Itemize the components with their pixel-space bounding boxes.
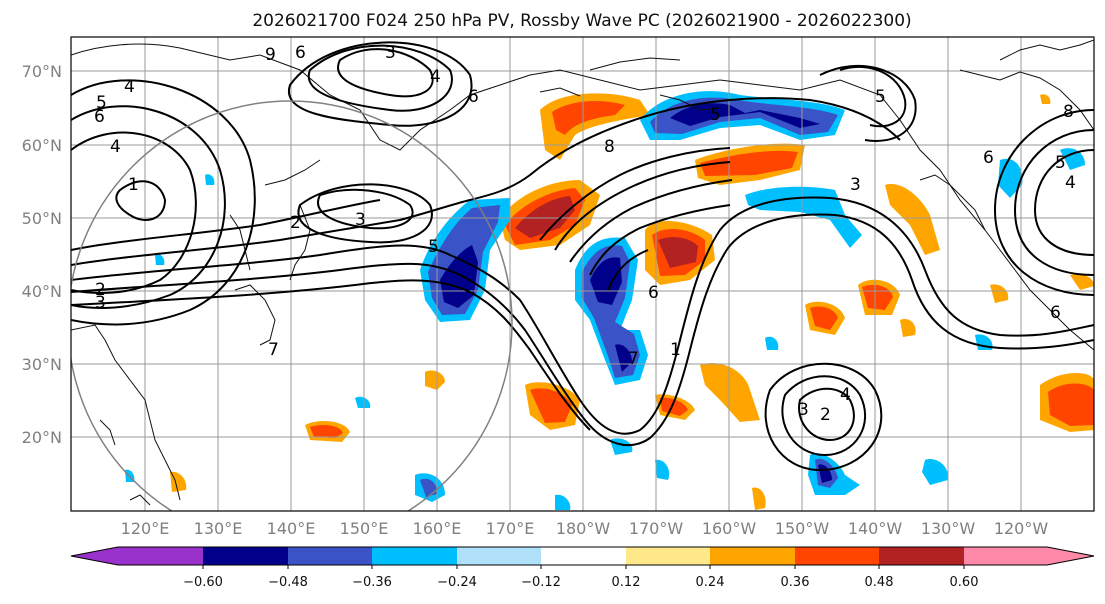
lon-label: 180°W bbox=[556, 519, 611, 538]
contour-label: 4 bbox=[124, 77, 135, 97]
contour-label: 3 bbox=[95, 293, 106, 313]
colorbar-tick-label: −0.60 bbox=[183, 575, 223, 590]
map-frame bbox=[70, 36, 1095, 512]
colorbar-tick-label: −0.12 bbox=[521, 575, 561, 590]
colorbar-tick-label: 0.24 bbox=[696, 575, 725, 590]
colorbar-segment bbox=[626, 547, 710, 565]
plot-title: 2026021700 F024 250 hPa PV, Rossby Wave … bbox=[252, 11, 911, 31]
contour-label: 7 bbox=[628, 349, 639, 369]
colorbar-segment bbox=[710, 547, 795, 565]
contour-label: 6 bbox=[983, 148, 994, 168]
colorbar-extend-low bbox=[71, 547, 118, 565]
lon-label: 130°E bbox=[194, 519, 243, 538]
contour-label: 6 bbox=[648, 283, 659, 303]
contour-label: 7 bbox=[268, 340, 279, 360]
contour-label: 3 bbox=[355, 210, 366, 230]
lon-label: 130°W bbox=[921, 519, 976, 538]
contour-label: 2 bbox=[290, 213, 301, 233]
lon-label: 160°E bbox=[413, 519, 462, 538]
lon-label: 150°E bbox=[340, 519, 389, 538]
contour-label: 4 bbox=[430, 67, 441, 87]
contour-label: 4 bbox=[1065, 173, 1076, 193]
lon-label: 160°W bbox=[702, 519, 757, 538]
colorbar-tick-label: −0.24 bbox=[437, 575, 477, 590]
pv-contours bbox=[71, 41, 1094, 472]
contour-label: 3 bbox=[798, 400, 809, 420]
contour-label: 3 bbox=[385, 43, 396, 63]
lon-label: 140°W bbox=[848, 519, 903, 538]
colorbar-segment bbox=[795, 547, 879, 565]
contour-label: 1 bbox=[670, 340, 681, 360]
longitude-labels: 120°E 130°E 140°E 150°E 160°E 170°E 180°… bbox=[121, 519, 1049, 538]
contour-label: 5 bbox=[710, 105, 721, 125]
colorbar-segment bbox=[964, 547, 1047, 565]
lat-label: 30°N bbox=[22, 355, 62, 374]
lat-label: 60°N bbox=[22, 136, 62, 155]
contour-label: 2 bbox=[95, 280, 106, 300]
colorbar-segment bbox=[457, 547, 541, 565]
colorbar-tick-label: 0.36 bbox=[781, 575, 810, 590]
contour-label: 5 bbox=[1055, 153, 1066, 173]
colorbar-tick-label: 0.48 bbox=[865, 575, 894, 590]
pv-contour-labels: 4 5 6 4 1 2 3 3 5 3 2 8 4 6 9 6 5 3 5 4 … bbox=[94, 43, 1076, 425]
contour-label: 4 bbox=[110, 137, 121, 157]
lon-label: 170°W bbox=[629, 519, 684, 538]
region-circle bbox=[71, 100, 513, 511]
lon-label: 150°W bbox=[775, 519, 830, 538]
contour-label: 2 bbox=[820, 405, 831, 425]
colorbar-outline bbox=[70, 546, 1095, 566]
colorbar-tick-label: 0.12 bbox=[612, 575, 641, 590]
lon-label: 140°E bbox=[267, 519, 316, 538]
contour-label: 8 bbox=[1063, 102, 1074, 122]
contour-label: 9 bbox=[265, 45, 276, 65]
lon-label: 170°E bbox=[486, 519, 535, 538]
lat-label: 40°N bbox=[22, 282, 62, 301]
graticule bbox=[71, 37, 1094, 511]
colorbar-tick-label: 0.60 bbox=[950, 575, 979, 590]
contour-label: 4 bbox=[840, 385, 851, 405]
colorbar-segment bbox=[541, 547, 626, 565]
lon-label: 120°E bbox=[121, 519, 170, 538]
coastlines bbox=[71, 39, 1094, 506]
colorbar-segment bbox=[879, 547, 964, 565]
lat-label: 70°N bbox=[22, 62, 62, 81]
lon-label: 120°W bbox=[994, 519, 1049, 538]
colorbar-extend-high bbox=[1047, 547, 1094, 565]
contour-label: 5 bbox=[428, 237, 439, 257]
contour-label: 1 bbox=[128, 175, 139, 195]
latitude-labels: 70°N 60°N 50°N 40°N 30°N 20°N bbox=[22, 62, 62, 447]
colorbar-tick-label: −0.48 bbox=[268, 575, 308, 590]
contour-label: 3 bbox=[850, 175, 861, 195]
colorbar-segment bbox=[203, 547, 288, 565]
colorbar-segment bbox=[288, 547, 372, 565]
lat-label: 20°N bbox=[22, 428, 62, 447]
contour-label: 8 bbox=[604, 137, 615, 157]
colorbar: −0.60 −0.48 −0.36 −0.24 −0.12 0.12 0.24 … bbox=[70, 546, 1095, 590]
colorbar-segment bbox=[372, 547, 457, 565]
colorbar-tick-label: −0.36 bbox=[352, 575, 392, 590]
contour-label: 6 bbox=[94, 107, 105, 127]
contour-label: 5 bbox=[875, 87, 886, 107]
contour-label: 6 bbox=[1050, 303, 1061, 323]
contour-label: 6 bbox=[295, 43, 306, 63]
contour-label: 5 bbox=[96, 93, 107, 113]
lat-label: 50°N bbox=[22, 209, 62, 228]
colorbar-segment bbox=[118, 547, 203, 565]
contour-label: 6 bbox=[468, 87, 479, 107]
